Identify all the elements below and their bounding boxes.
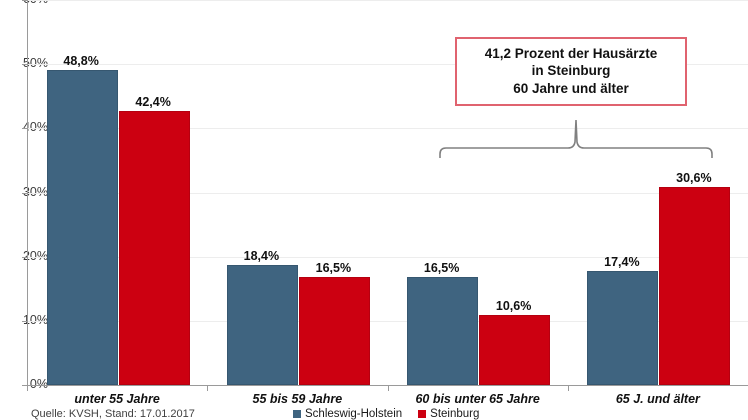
y-axis-tick-label: 40% [22,120,48,135]
bar-value-label: 18,4% [243,248,280,263]
y-axis-tick-label: 50% [22,56,48,71]
legend-item: Schleswig-Holstein [293,408,402,420]
bar-value-label: 30,6% [676,170,712,185]
x-axis-tick-mark [207,385,209,391]
y-axis-tick-mark [22,256,27,258]
gridline [28,192,748,194]
y-axis-tick-label: 60% [0,0,48,6]
gridline [28,0,748,1]
chart-legend: Schleswig-Holstein Steinburg [293,408,479,420]
bar-value-label: 42,4% [135,94,171,109]
gridline [28,320,748,322]
legend-label: Steinburg [430,408,480,420]
x-axis-tick-mark [27,385,28,391]
bar-steinburg [479,314,551,385]
legend-label: Schleswig-Holstein [305,408,403,420]
y-axis-tick-label: 20% [22,248,48,263]
callout-line-3: 60 Jahre und älter [513,80,629,96]
y-axis-tick-mark [22,385,27,386]
y-axis-tick-mark [22,0,27,1]
x-axis-tick-mark [387,385,389,391]
callout-box: 41,2 Prozent der Hausärzte in Steinburg … [455,37,687,106]
bar-schleswig-holstein [587,271,659,385]
plot-area: 48,8% 42,4% 18,4% 16,5% 16,5% 10,6% 17,4% 30,6%… [22,0,748,406]
y-axis-tick-label: 30% [22,184,48,199]
bar-value-label: 16,5% [423,261,460,276]
bar-value-label: 10,6% [495,298,532,313]
bar-steinburg [298,277,370,385]
y-axis-tick-mark [22,128,27,130]
legend-swatch-icon [418,410,427,418]
y-axis-line [27,0,28,385]
bar-schleswig-holstein [407,277,479,385]
bar-steinburg [659,186,731,385]
bar-schleswig-holstein [226,264,298,385]
gridline [28,256,748,258]
bar-value-label: 48,8% [63,53,99,68]
y-axis-tick-label: 0% [29,377,48,391]
x-axis-tick-mark [567,385,569,391]
bar-schleswig-holstein [46,69,118,385]
y-axis-tick-label: 10% [22,312,48,327]
x-axis-category-label: 65 J. und älter [615,392,700,406]
group-brace-icon [439,119,713,158]
y-axis-tick-mark [22,64,27,66]
gridline [28,64,748,66]
legend-swatch-icon [293,410,301,418]
bar-steinburg [118,110,190,385]
gridline [28,128,748,130]
x-axis-category-label: 55 bis 59 Jahre [252,392,343,406]
callout-line-1: 41,2 Prozent der Hausärzte [484,46,658,61]
source-note: Quelle: KVSH, Stand: 17.01.2017 [31,408,195,420]
bar-value-label: 17,4% [604,255,640,270]
y-axis-tick-mark [22,192,27,194]
callout-line-2: in Steinburg [531,63,611,79]
bar-value-label: 16,5% [315,261,352,276]
x-axis-category-label: 60 bis unter 65 Jahre [415,392,540,406]
y-axis-tick-mark [22,320,27,322]
legend-item: Steinburg [418,408,479,420]
x-axis-category-label: unter 55 Jahre [74,392,160,406]
